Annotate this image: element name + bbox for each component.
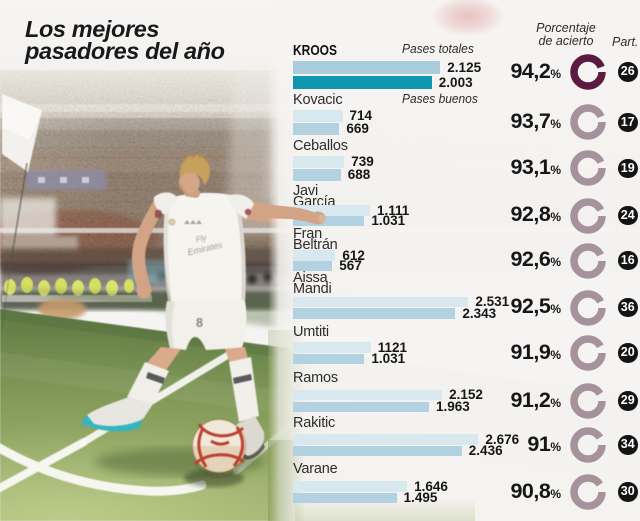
svg-text:Fly: Fly — [195, 233, 208, 244]
svg-text:8: 8 — [196, 316, 203, 330]
